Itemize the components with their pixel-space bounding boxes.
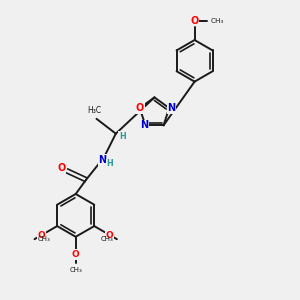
Text: N: N	[167, 103, 175, 113]
Text: O: O	[106, 230, 113, 239]
Text: O: O	[190, 16, 199, 26]
Text: CH₃: CH₃	[69, 267, 82, 273]
Text: N: N	[98, 155, 106, 165]
Text: O: O	[38, 230, 46, 239]
Text: O: O	[136, 103, 144, 113]
Text: CH₃: CH₃	[211, 18, 224, 24]
Text: H: H	[106, 160, 113, 169]
Text: O: O	[57, 164, 66, 173]
Text: CH₃: CH₃	[38, 236, 51, 242]
Text: CH₃: CH₃	[100, 236, 113, 242]
Text: H₃C: H₃C	[87, 106, 101, 115]
Text: N: N	[140, 120, 148, 130]
Text: H: H	[119, 131, 126, 140]
Text: O: O	[72, 250, 80, 259]
